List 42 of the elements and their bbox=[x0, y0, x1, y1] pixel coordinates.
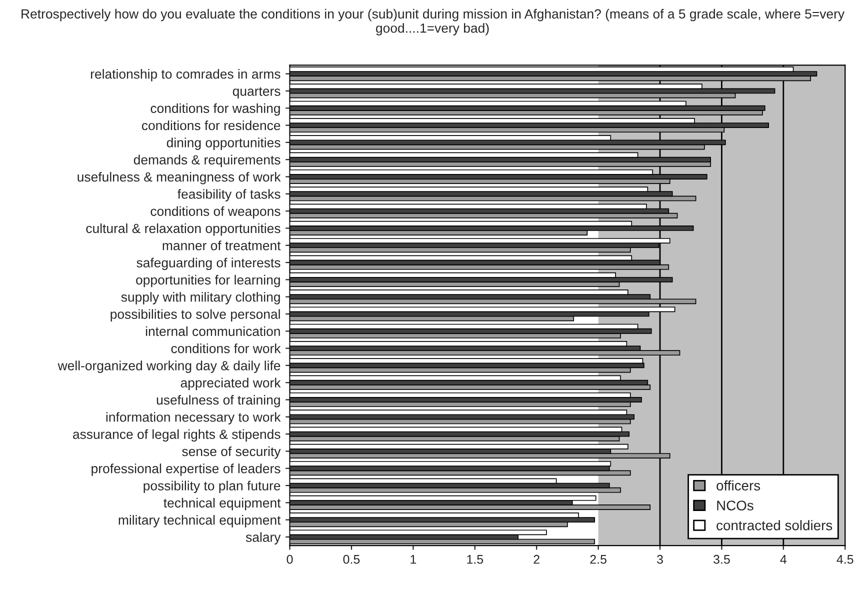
y-tick-label: dining opportunities bbox=[166, 138, 280, 150]
y-tick-label: relationship to comrades in arms bbox=[90, 69, 280, 82]
y-tick-label: internal communication bbox=[146, 326, 280, 336]
x-tick-label: 4.5 bbox=[836, 555, 854, 564]
y-tick-label: possibility to plan future bbox=[144, 480, 280, 494]
x-tick-label: 1 bbox=[410, 555, 416, 564]
y-tick-label: appreciated work bbox=[180, 378, 281, 390]
x-tick-label: 3 bbox=[656, 554, 663, 564]
y-tick-label: professional expertise of leaders bbox=[92, 464, 280, 476]
y-tick-label: information necessary to work bbox=[106, 412, 281, 424]
x-tick-label: 1.5 bbox=[467, 555, 484, 564]
y-tick-label: quarters bbox=[232, 87, 280, 98]
x-tick-label: 2.5 bbox=[590, 554, 606, 564]
y-tick-label: well-organized working day & daily life bbox=[58, 360, 280, 373]
y-tick-label: military technical equipment bbox=[118, 515, 281, 528]
x-tick-label: 2 bbox=[534, 554, 540, 564]
y-tick-label: safeguarding of interests bbox=[136, 258, 280, 270]
y-tick-label: demands & requirements bbox=[134, 154, 280, 168]
y-tick-label: conditions of weapons bbox=[150, 206, 280, 219]
y-tick-label: opportunities for learning bbox=[136, 274, 280, 288]
y-tick-label: sense of security bbox=[182, 446, 281, 459]
y-tick-label: manner of treatment bbox=[162, 240, 281, 250]
y-tick-label: usefulness of training bbox=[156, 394, 280, 408]
x-tick-label: 4 bbox=[780, 555, 787, 564]
x-tick-label: 3.5 bbox=[713, 554, 730, 564]
x-tick-label: 0.5 bbox=[343, 554, 360, 564]
y-tick-label: feasibility of tasks bbox=[178, 189, 280, 202]
y-tick-label: conditions for work bbox=[171, 344, 281, 354]
y-tick-label: supply with military clothing bbox=[121, 292, 280, 304]
x-tick-label: 0 bbox=[286, 554, 293, 564]
legend-label: contracted soldiers bbox=[716, 520, 832, 530]
y-tick-label: technical equipment bbox=[164, 498, 281, 510]
y-tick-label: conditions for residence bbox=[142, 120, 280, 130]
y-tick-label: cultural & relaxation opportunities bbox=[86, 223, 280, 236]
chart-title: Retrospectively how do you evaluate the conditions in your (sub)unit during mission in Afghanistan? (means of a 5 grade scale, where 5=very good....1=very bad) bbox=[22, 8, 845, 36]
y-tick-label: conditions for washing bbox=[150, 103, 280, 116]
y-tick-label: assurance of legal rights & stipends bbox=[73, 429, 280, 442]
legend-label: NCOs bbox=[717, 500, 754, 510]
y-tick-label: possibilities to solve personal bbox=[110, 309, 280, 322]
legend-label: officers bbox=[716, 480, 760, 491]
y-tick-label: salary bbox=[246, 532, 281, 544]
y-tick-label: usefulness & meaningness of work bbox=[78, 172, 281, 184]
